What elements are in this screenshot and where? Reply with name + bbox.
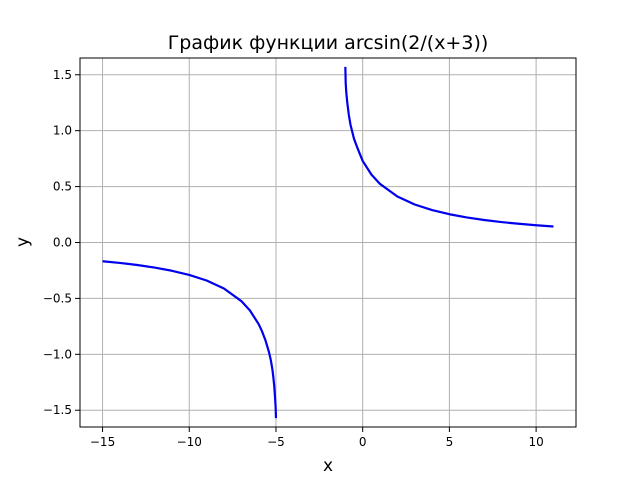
x-tick-label: 10 — [528, 435, 543, 449]
y-tick-label: 1.0 — [53, 124, 72, 138]
x-tick-label: −5 — [267, 435, 285, 449]
ticks: −15 −10 −5 0 5 10 −1.5 −1.0 −0.5 0.0 0.5 1.0 1.5 — [43, 68, 544, 449]
y-tick-label: 0.0 — [53, 236, 72, 250]
x-tick-label: −15 — [90, 435, 115, 449]
grid — [80, 58, 576, 427]
x-tick-label: 5 — [446, 435, 454, 449]
y-tick-label: 0.5 — [53, 180, 72, 194]
y-axis-label: y — [13, 237, 33, 247]
x-axis-label: x — [323, 456, 333, 476]
y-tick-label: −0.5 — [43, 291, 72, 305]
x-tick-label: −10 — [177, 435, 202, 449]
y-tick-label: 1.5 — [53, 68, 72, 82]
series-line-1 — [102, 260, 278, 419]
y-tick-label: −1.0 — [43, 347, 72, 361]
series-layer — [102, 66, 554, 419]
x-tick-label: 0 — [359, 435, 367, 449]
y-tick-label: −1.5 — [43, 403, 72, 417]
series-line-2 — [344, 66, 554, 228]
chart-title: График функции arcsin(2/(x+3)) — [168, 32, 489, 54]
